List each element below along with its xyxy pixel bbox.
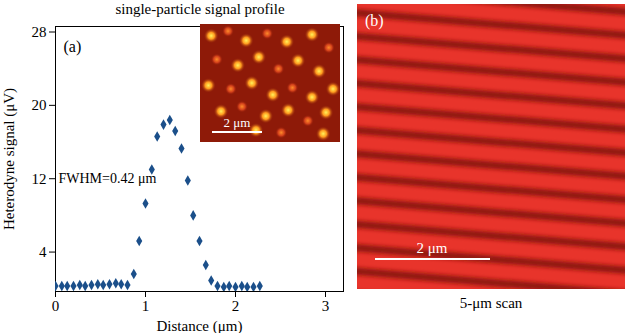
svg-text:28: 28: [32, 24, 47, 40]
svg-text:Heterodyne signal (μV): Heterodyne signal (μV): [1, 88, 18, 230]
html-text:5-μm scan: 5-μm scan: [459, 295, 523, 311]
svg-text:0: 0: [52, 298, 60, 314]
html-text:single-particle signal profile: single-particle signal profile: [115, 1, 285, 17]
svg-text:2 μm: 2 μm: [417, 240, 448, 256]
svg-text:1: 1: [142, 298, 150, 314]
svg-text:Distance (μm): Distance (μm): [157, 318, 243, 334]
svg-text:(a): (a): [64, 38, 82, 56]
svg-text:3: 3: [322, 298, 330, 314]
svg-text:12: 12: [32, 171, 47, 187]
svg-text:FWHM=0.42 μm: FWHM=0.42 μm: [59, 171, 157, 186]
svg-text:2: 2: [232, 298, 240, 314]
svg-text:(b): (b): [365, 12, 384, 30]
svg-text:2 μm: 2 μm: [224, 115, 251, 130]
svg-text:20: 20: [32, 97, 47, 113]
svg-text:4: 4: [39, 244, 47, 260]
